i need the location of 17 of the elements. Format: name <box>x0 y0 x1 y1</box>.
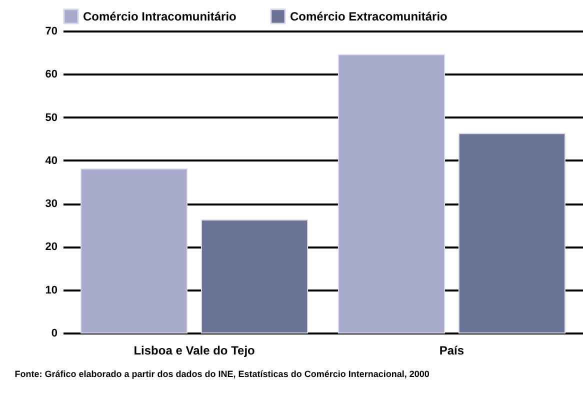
y-tick-label: 10 <box>45 284 58 296</box>
bar <box>338 54 445 334</box>
source-note: Fonte: Gráfico elaborado a partir dos dados do INE, Estatísticas do Comércio Internacional, 2000 <box>14 369 430 379</box>
y-tick-label: 40 <box>45 154 58 167</box>
y-tick-label: 0 <box>51 328 58 340</box>
bar <box>80 168 188 334</box>
x-tick-label: Lisboa e Vale do Tejo <box>134 344 255 358</box>
x-tick-label: País <box>439 344 464 358</box>
y-tick-label: 50 <box>45 112 58 124</box>
bar <box>201 219 308 334</box>
y-tick-label: 60 <box>45 68 58 81</box>
legend-label: Comércio Extracomunitário <box>290 9 448 24</box>
y-tick-label: 70 <box>45 26 58 38</box>
y-tick-label: 20 <box>45 241 58 254</box>
legend-label: Comércio Intracomunitário <box>83 9 236 24</box>
bar <box>458 133 566 334</box>
y-tick-label: 30 <box>45 198 58 210</box>
